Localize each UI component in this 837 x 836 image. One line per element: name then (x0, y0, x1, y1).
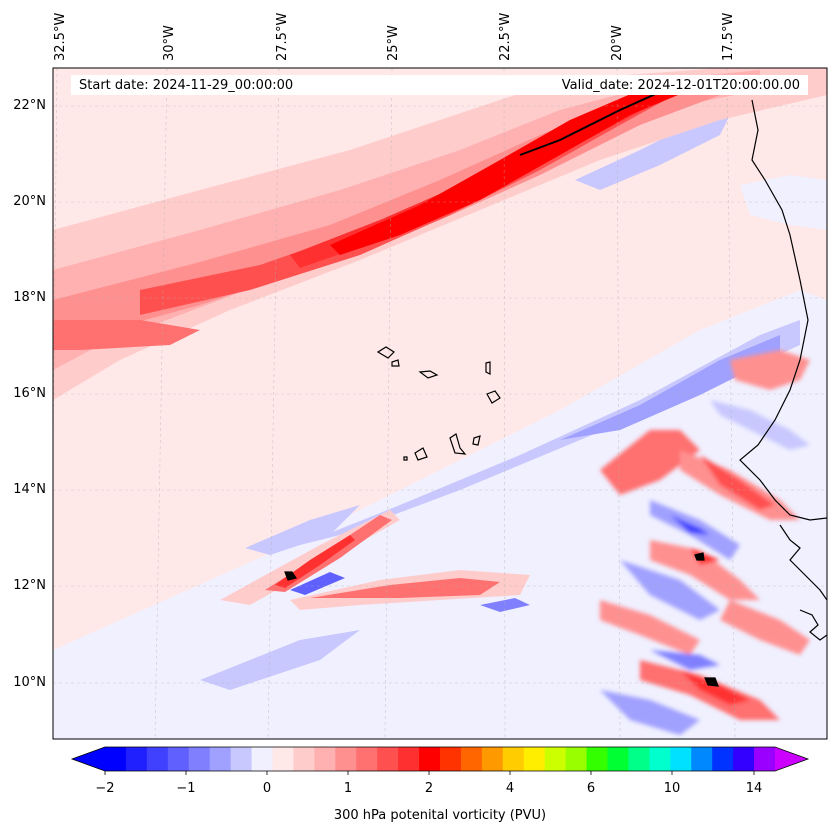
pv-contour (704, 677, 719, 687)
pv-negative-streak (200, 630, 360, 690)
pv-negative-streak (290, 572, 345, 595)
colorbar-tick-label: 4 (505, 781, 515, 796)
cape-verde-island (485, 361, 491, 375)
colorbar-title: 300 hPa potenital vorticity (PVU) (333, 808, 547, 823)
map-area (53, 68, 827, 739)
colorbar-segment (293, 747, 315, 771)
colorbar-segment (481, 747, 504, 771)
pv-wave-train (600, 350, 810, 735)
colorbar-segment (754, 747, 776, 771)
lat-tick-label: 16°N (13, 386, 46, 401)
africa-coastline (779, 524, 827, 601)
pv-negative-band (300, 320, 800, 545)
map-frame (52, 67, 828, 740)
colorbar-segment (691, 747, 713, 771)
colorbar-segment (628, 747, 650, 771)
colorbar-segment (733, 747, 755, 771)
cape-verde-island (391, 359, 400, 367)
colorbar-segment (272, 747, 294, 771)
colorbar-segments (105, 747, 776, 771)
colorbar-segment (712, 747, 734, 771)
colorbar-segment (502, 747, 525, 771)
lat-tick-label: 12°N (13, 578, 46, 593)
pv-positive-band (53, 320, 200, 350)
lon-tick-label: 17.5°W (721, 12, 736, 61)
lat-tick-label: 18°N (13, 290, 46, 305)
pv-negative-band (575, 115, 730, 190)
lon-tick-label: 27.5°W (275, 12, 290, 61)
africa-coastline (799, 609, 827, 641)
lat-tick-label: 14°N (13, 482, 46, 497)
lon-tick-label: 30°W (162, 25, 177, 61)
colorbar-segment (105, 747, 127, 771)
colorbar-segment (167, 747, 190, 771)
lat-tick-label: 20°N (13, 194, 46, 209)
cape-verde-island (414, 447, 428, 461)
colorbar-tick-label: −2 (95, 781, 115, 796)
pv-negative-area (260, 290, 827, 590)
colorbar-segment (419, 747, 441, 771)
colorbar-segment (377, 747, 399, 771)
colorbar-segment (188, 747, 211, 771)
cape-verde-island (403, 456, 408, 461)
lon-tick-label: 32.5°W (53, 12, 68, 61)
colorbar-segment (146, 747, 169, 771)
colorbar-segment (586, 747, 608, 771)
colorbar-tick-label: 10 (663, 781, 681, 796)
colorbar-segment (251, 747, 273, 771)
colorbar-tick-label: 0 (262, 781, 272, 796)
cape-verde-island (472, 435, 481, 446)
pv-positive-streak (275, 535, 355, 588)
date-info-box (71, 75, 808, 95)
colorbar-tick-label: 2 (424, 781, 434, 796)
colorbar (70, 746, 810, 775)
colorbar-segment (125, 747, 148, 771)
pv-positive-core (330, 85, 690, 255)
colorbar-tick-label: −1 (176, 781, 196, 796)
pv-contour (284, 571, 297, 581)
pv-negative-band (740, 175, 827, 230)
colorbar-under-arrow (72, 747, 105, 771)
lat-tick-label: 22°N (13, 98, 46, 113)
cape-verde-island (418, 370, 439, 379)
colorbar-ticks (104, 771, 755, 775)
colorbar-tick-label: 6 (586, 781, 596, 796)
colorbar-segment (440, 747, 462, 771)
pv-negative-streak (480, 598, 530, 612)
colorbar-segment (356, 747, 378, 771)
colorbar-segment (398, 747, 420, 771)
lon-tick-label: 20°W (610, 25, 625, 61)
pv-positive-streak (310, 578, 500, 598)
colorbar-segment (209, 747, 232, 771)
lon-tick-label: 22.5°W (498, 12, 513, 61)
pv-negative-band (560, 335, 780, 440)
cape-verde-island (376, 346, 395, 359)
lat-tick-label: 10°N (13, 675, 46, 690)
colorbar-tick-label: 14 (745, 781, 763, 796)
colorbar-segment (230, 747, 253, 771)
colorbar-segment (335, 747, 357, 771)
cape-verde-island (486, 390, 501, 404)
colorbar-segment (649, 747, 671, 771)
lon-tick-label: 25°W (386, 25, 401, 61)
colorbar-segment (523, 747, 546, 771)
colorbar-segment (314, 747, 336, 771)
africa-coastline (739, 99, 827, 521)
colorbar-over-arrow (775, 747, 808, 771)
colorbar-segment (544, 747, 567, 771)
pv-negative-streak (245, 505, 360, 555)
colorbar-segment (565, 747, 588, 771)
valid-date-text: Valid_date: 2024-12-01T20:00:00.00 (561, 78, 800, 93)
colorbar-tick-label: 1 (343, 781, 353, 796)
map-gridlines (53, 68, 827, 739)
cape-verde-island (449, 433, 467, 455)
pv-contour (694, 552, 705, 561)
start-date-text: Start date: 2024-11-29_00:00:00 (79, 78, 294, 93)
colorbar-segment (670, 747, 692, 771)
colorbar-segment (607, 747, 629, 771)
colorbar-segment (460, 747, 483, 771)
